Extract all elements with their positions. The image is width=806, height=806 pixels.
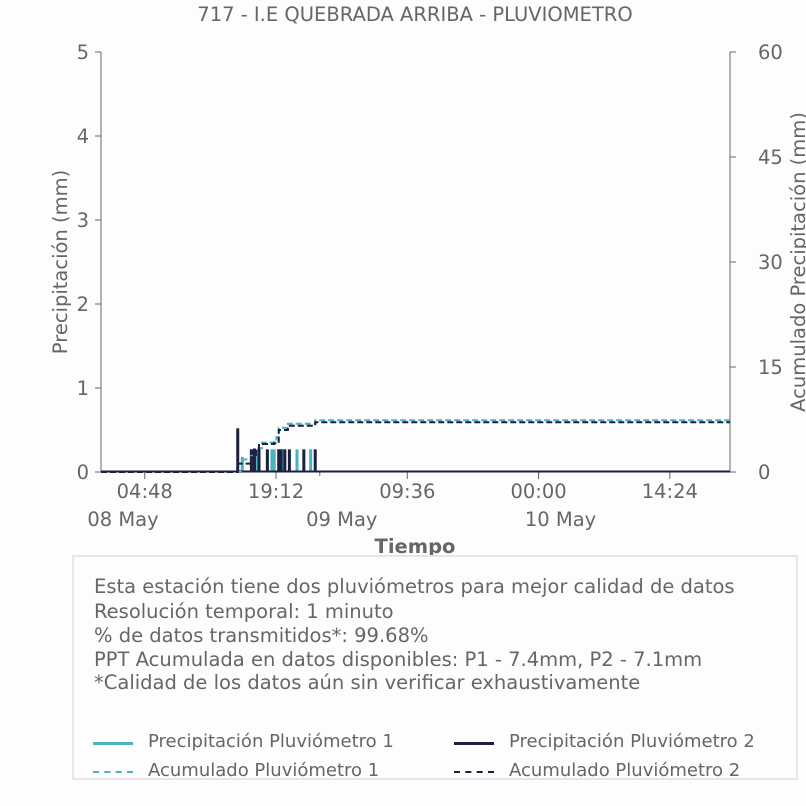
y-tick-label: 5 <box>77 41 89 64</box>
info-line-stations: Esta estación tiene dos pluviómetros par… <box>94 575 735 598</box>
x-axis-label: Tiempo <box>375 535 456 558</box>
x-date-label: 08 May <box>87 508 158 531</box>
y2-tick-label: 0 <box>758 461 770 484</box>
legend-label: Acumulado Pluviómetro 1 <box>148 760 380 781</box>
legend-label: Precipitación Pluviómetro 1 <box>148 731 394 752</box>
legend-label: Precipitación Pluviómetro 2 <box>509 731 755 752</box>
y-tick-label: 3 <box>77 209 89 232</box>
cumulative-line <box>101 421 730 473</box>
y-tick-label: 4 <box>77 125 89 148</box>
x-tick-label: 00:00 <box>510 480 566 503</box>
y-axis-label: Precipitación (mm) <box>49 170 72 354</box>
legend-dashed-line-icon <box>454 771 494 773</box>
y-tick-label: 2 <box>77 293 89 316</box>
legend-label: Acumulado Pluviómetro 2 <box>509 760 741 781</box>
legend-solid-line-icon <box>93 742 133 745</box>
y2-tick-label: 30 <box>758 251 783 274</box>
x-tick-label: 09:36 <box>379 480 435 503</box>
info-line-accumulated: PPT Acumulada en datos disponibles: P1 -… <box>94 648 703 671</box>
x-tick-label: 14:24 <box>642 480 698 503</box>
y2-axis-label: Acumulado Precipitación (mm) <box>787 112 806 412</box>
info-line-resolution: Resolución temporal: 1 minuto <box>94 600 394 623</box>
info-line-transmitted: % de datos transmitidos*: 99.68% <box>94 624 429 647</box>
legend-dashed-line-icon <box>93 771 133 773</box>
info-line-quality-note: *Calidad de los datos aún sin verificar … <box>94 671 641 694</box>
legend-solid-line-icon <box>454 742 494 745</box>
x-tick-label: 04:48 <box>117 480 173 503</box>
y-tick-label: 0 <box>77 461 89 484</box>
x-date-label: 09 May <box>306 508 377 531</box>
x-date-label: 10 May <box>525 508 596 531</box>
y2-tick-label: 45 <box>758 146 783 169</box>
y-tick-label: 1 <box>77 377 89 400</box>
y2-tick-label: 60 <box>758 41 783 64</box>
x-tick-label: 19:12 <box>248 480 304 503</box>
info-box: Esta estación tiene dos pluviómetros par… <box>72 555 798 781</box>
cumulative-line <box>101 419 730 473</box>
chart-title: 717 - I.E QUEBRADA ARRIBA - PLUVIOMETRO <box>197 3 632 26</box>
chart: 717 - I.E QUEBRADA ARRIBA - PLUVIOMETRO 0… <box>49 3 806 558</box>
y2-tick-label: 15 <box>758 356 783 379</box>
